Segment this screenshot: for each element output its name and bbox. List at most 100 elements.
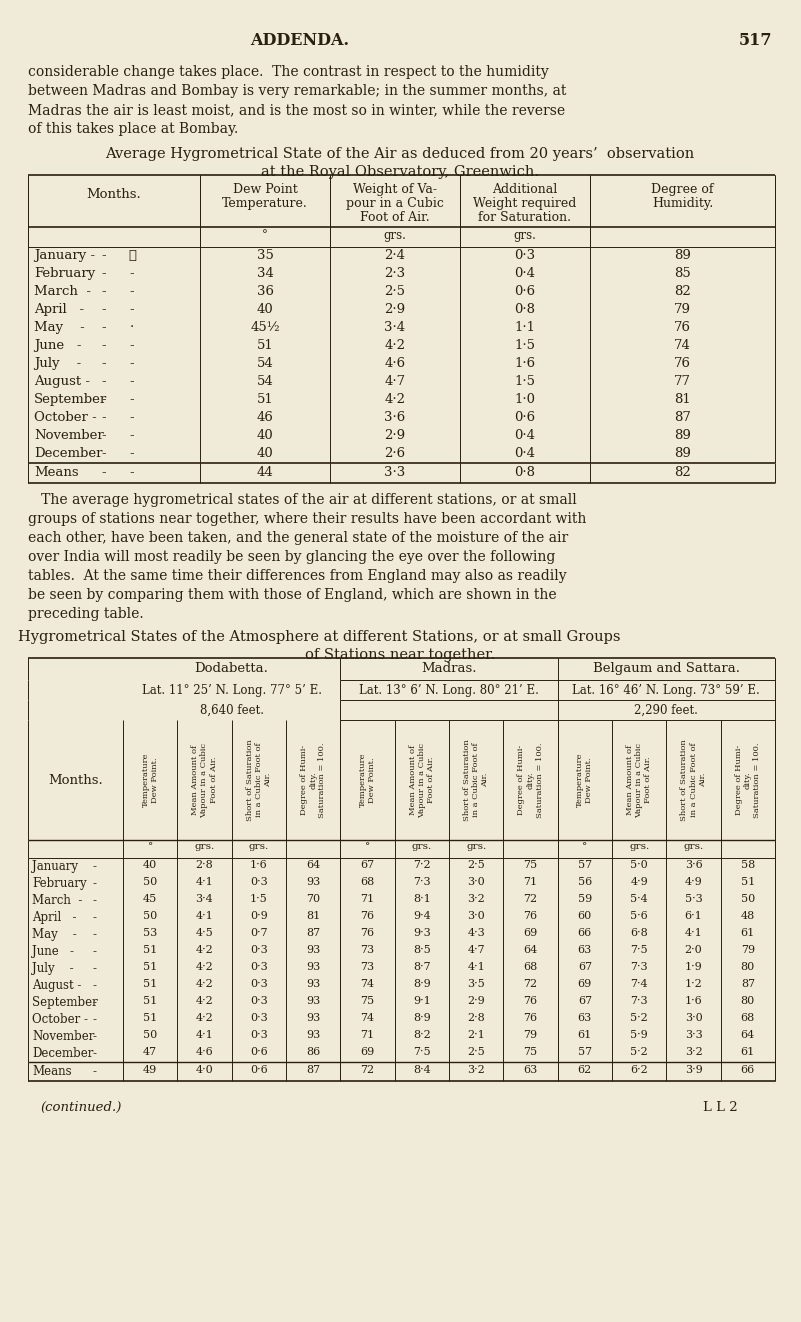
Text: -: - <box>130 411 135 424</box>
Text: -: - <box>102 411 107 424</box>
Text: 0·8: 0·8 <box>514 465 536 479</box>
Text: November: November <box>32 1030 95 1043</box>
Text: July    -: July - <box>34 357 81 370</box>
Text: 61: 61 <box>578 1030 592 1040</box>
Text: 89: 89 <box>674 447 691 460</box>
Text: Madras the air is least moist, and is the most so in winter, while the reverse: Madras the air is least moist, and is th… <box>28 103 566 118</box>
Text: -: - <box>102 430 107 442</box>
Text: L L 2: L L 2 <box>702 1101 737 1114</box>
Text: 71: 71 <box>523 876 537 887</box>
Text: 63: 63 <box>578 1013 592 1023</box>
Text: Means: Means <box>34 465 78 479</box>
Text: Hygrometrical States of the Atmosphere at different Stations, or at small Groups: Hygrometrical States of the Atmosphere a… <box>18 631 621 644</box>
Text: 46: 46 <box>256 411 273 424</box>
Text: 4·6: 4·6 <box>195 1047 213 1058</box>
Text: 76: 76 <box>674 357 691 370</box>
Text: 9·1: 9·1 <box>413 995 431 1006</box>
Text: 7·5: 7·5 <box>413 1047 431 1058</box>
Text: 2·9: 2·9 <box>467 995 485 1006</box>
Text: grs.: grs. <box>683 842 703 851</box>
Text: 51: 51 <box>143 980 157 989</box>
Text: 67: 67 <box>578 962 592 972</box>
Text: 7·5: 7·5 <box>630 945 648 954</box>
Text: The average hygrometrical states of the air at different stations, or at small: The average hygrometrical states of the … <box>28 493 577 508</box>
Text: Temperature
Dew Point.: Temperature Dew Point. <box>142 752 159 808</box>
Text: 68: 68 <box>741 1013 755 1023</box>
Text: 93: 93 <box>306 1030 320 1040</box>
Text: 93: 93 <box>306 962 320 972</box>
Text: Dodabetta.: Dodabetta. <box>195 662 268 676</box>
Text: 5·9: 5·9 <box>630 1030 648 1040</box>
Text: 51: 51 <box>256 338 273 352</box>
Text: Months.: Months. <box>48 773 103 787</box>
Text: -: - <box>130 465 135 479</box>
Text: 0·8: 0·8 <box>514 303 536 316</box>
Text: 93: 93 <box>306 995 320 1006</box>
Text: 54: 54 <box>256 357 273 370</box>
Text: Weight of Va-: Weight of Va- <box>353 182 437 196</box>
Text: 0·9: 0·9 <box>250 911 268 921</box>
Text: October -: October - <box>34 411 97 424</box>
Text: -: - <box>92 1047 96 1060</box>
Text: 82: 82 <box>674 465 691 479</box>
Text: 64: 64 <box>306 861 320 870</box>
Text: 69: 69 <box>578 980 592 989</box>
Text: 50: 50 <box>143 911 157 921</box>
Text: Months.: Months. <box>87 189 141 201</box>
Text: 1·0: 1·0 <box>514 393 536 406</box>
Text: 86: 86 <box>306 1047 320 1058</box>
Text: 72: 72 <box>360 1066 375 1075</box>
Text: 51: 51 <box>143 995 157 1006</box>
Text: ·: · <box>130 321 134 334</box>
Text: (continued.): (continued.) <box>40 1101 122 1114</box>
Text: 63: 63 <box>578 945 592 954</box>
Text: grs.: grs. <box>412 842 432 851</box>
Text: of this takes place at Bombay.: of this takes place at Bombay. <box>28 122 238 136</box>
Text: 62: 62 <box>578 1066 592 1075</box>
Text: 76: 76 <box>674 321 691 334</box>
Text: 4·1: 4·1 <box>195 1030 213 1040</box>
Text: 76: 76 <box>360 911 375 921</box>
Text: May    -: May - <box>34 321 85 334</box>
Text: -: - <box>130 303 135 316</box>
Text: 0·3: 0·3 <box>250 995 268 1006</box>
Text: 3·4: 3·4 <box>384 321 405 334</box>
Text: 40: 40 <box>256 430 273 442</box>
Text: June   -: June - <box>32 945 74 958</box>
Text: 1·5: 1·5 <box>514 375 536 387</box>
Text: be seen by comparing them with those of England, which are shown in the: be seen by comparing them with those of … <box>28 588 557 602</box>
Text: 8·7: 8·7 <box>413 962 431 972</box>
Text: -: - <box>130 375 135 387</box>
Text: 74: 74 <box>674 338 691 352</box>
Text: -: - <box>102 249 107 262</box>
Text: 4·1: 4·1 <box>195 911 213 921</box>
Text: 4·5: 4·5 <box>195 928 213 939</box>
Text: 71: 71 <box>360 1030 375 1040</box>
Text: 4·1: 4·1 <box>685 928 702 939</box>
Text: 8·1: 8·1 <box>413 894 431 904</box>
Text: Short of Saturation
in a Cubic Foot of
Air.: Short of Saturation in a Cubic Foot of A… <box>680 739 706 821</box>
Text: 93: 93 <box>306 980 320 989</box>
Text: 4·3: 4·3 <box>467 928 485 939</box>
Text: -: - <box>102 465 107 479</box>
Text: 2·5: 2·5 <box>384 286 405 297</box>
Text: 64: 64 <box>523 945 537 954</box>
Text: 76: 76 <box>523 911 537 921</box>
Text: 0·3: 0·3 <box>250 876 268 887</box>
Text: 93: 93 <box>306 876 320 887</box>
Text: 2·4: 2·4 <box>384 249 405 262</box>
Text: 4·9: 4·9 <box>685 876 702 887</box>
Text: 4·2: 4·2 <box>195 995 213 1006</box>
Text: 8·9: 8·9 <box>413 1013 431 1023</box>
Text: January: January <box>32 861 78 873</box>
Text: 51: 51 <box>143 945 157 954</box>
Text: 4·2: 4·2 <box>195 945 213 954</box>
Text: 0·3: 0·3 <box>250 962 268 972</box>
Text: 7·4: 7·4 <box>630 980 648 989</box>
Text: 44: 44 <box>256 465 273 479</box>
Text: March  -: March - <box>34 286 91 297</box>
Text: ADDENDA.: ADDENDA. <box>251 32 349 49</box>
Text: 1·6: 1·6 <box>514 357 536 370</box>
Text: 1·2: 1·2 <box>685 980 702 989</box>
Text: 1·5: 1·5 <box>250 894 268 904</box>
